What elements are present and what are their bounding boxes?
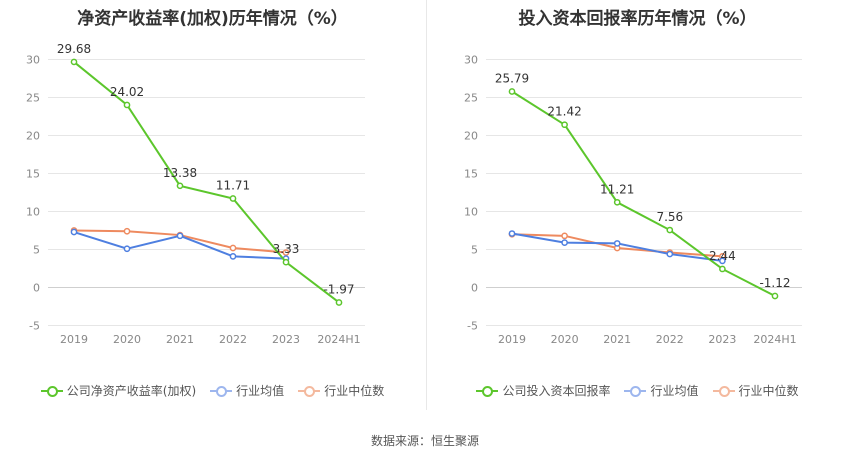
data-point-company xyxy=(561,121,568,129)
y-tick-label: 30 xyxy=(464,54,478,67)
y-tick-label: 0 xyxy=(33,282,40,295)
data-point-company xyxy=(123,101,131,109)
y-tick-label: 20 xyxy=(464,130,478,143)
data-label: -1.97 xyxy=(323,282,354,296)
x-tick-label: 2024H1 xyxy=(753,333,796,346)
data-label: 21.42 xyxy=(547,105,581,119)
y-tick-label: 15 xyxy=(464,168,478,181)
data-label: 3.33 xyxy=(273,242,300,256)
data-point-avg xyxy=(666,250,674,258)
y-tick-label: 5 xyxy=(33,244,40,257)
data-point-company xyxy=(282,258,290,266)
roic-chart-panel: 投入资本回报率历年情况（%） -5 0 5 10 15 20 25 30 2019 2020 202… xyxy=(425,0,850,420)
legend-item-avg[interactable]: 行业均值 xyxy=(624,382,699,399)
y-tick-label: 10 xyxy=(26,206,40,219)
x-tick-label: 2019 xyxy=(60,333,88,346)
roe-chart-svg: -5 0 5 10 15 20 25 30 2019 2020 2021 2022 2023 2024H1… xyxy=(26,42,365,346)
roe-chart-panel: 净资产收益率(加权)历年情况（%） -5 0 5 10 15 20 25 30 2019 2020… xyxy=(0,0,425,420)
data-point-company xyxy=(666,226,674,234)
chart-title: 投入资本回报率历年情况（%） xyxy=(518,9,757,29)
legend-item-company[interactable]: 公司净资产收益率(加权) xyxy=(40,382,197,399)
data-point-avg xyxy=(613,240,621,247)
data-point-company xyxy=(613,198,621,206)
data-point-avg xyxy=(123,245,131,253)
y-tick-label: 10 xyxy=(464,206,478,219)
legend-marker-company xyxy=(40,385,63,397)
data-label: 25.79 xyxy=(495,71,529,85)
data-label: 24.02 xyxy=(110,85,144,99)
data-point-company xyxy=(229,195,237,202)
data-point-median xyxy=(282,249,290,256)
x-tick-label: 2020 xyxy=(551,333,579,346)
x-tick-label: 2024H1 xyxy=(317,333,360,346)
y-tick-label: 5 xyxy=(471,244,478,257)
legend-marker-company xyxy=(476,385,499,397)
y-tick-label: -5 xyxy=(467,320,478,333)
legend-marker-median xyxy=(298,385,321,397)
data-point-avg xyxy=(229,252,237,260)
data-point-avg xyxy=(508,230,516,237)
data-label: 11.71 xyxy=(216,179,250,193)
x-tick-label: 2022 xyxy=(656,333,684,346)
legend-label-median: 行业中位数 xyxy=(738,384,799,398)
source-note: 数据来源：恒生聚源 xyxy=(370,434,479,448)
data-label: -1.12 xyxy=(759,276,790,290)
data-label: 13.38 xyxy=(163,166,197,180)
y-tick-label: 0 xyxy=(471,282,478,295)
roic-chart-svg: -5 0 5 10 15 20 25 30 2019 2020 2021 2022 2023 2024H1… xyxy=(464,54,802,346)
x-tick-label: 2021 xyxy=(603,333,631,346)
legend-item-median[interactable]: 行业中位数 xyxy=(712,382,799,399)
data-point-median xyxy=(229,244,237,252)
x-tick-label: 2022 xyxy=(219,333,247,346)
legend: 公司投入资本回报率 行业均值 行业中位数 xyxy=(425,382,850,399)
x-tick-label: 2019 xyxy=(498,333,526,346)
y-tick-label: 30 xyxy=(26,54,40,67)
legend: 公司净资产收益率(加权) 行业均值 行业中位数 xyxy=(0,382,425,399)
x-tick-label: 2023 xyxy=(272,333,300,346)
legend-item-median[interactable]: 行业中位数 xyxy=(298,382,384,399)
chart-title: 净资产收益率(加权)历年情况（%） xyxy=(77,9,348,29)
legend-label-median: 行业中位数 xyxy=(324,384,385,398)
data-point-company xyxy=(335,299,343,306)
y-tick-label: -5 xyxy=(29,320,40,333)
x-tick-label: 2020 xyxy=(113,333,141,346)
y-tick-label: 20 xyxy=(26,130,40,143)
data-point-company xyxy=(719,265,726,273)
x-tick-label: 2023 xyxy=(708,333,736,346)
data-point-avg xyxy=(176,232,184,240)
x-tick-label: 2021 xyxy=(166,333,194,346)
data-point-company xyxy=(70,58,78,66)
legend-marker-avg xyxy=(624,385,647,397)
legend-label-company: 公司投入资本回报率 xyxy=(502,384,611,398)
legend-marker-avg xyxy=(210,385,233,397)
y-tick-label: 25 xyxy=(26,92,40,105)
series-line-company xyxy=(511,90,776,297)
legend-marker-median xyxy=(712,385,735,397)
data-point-avg xyxy=(561,239,568,247)
series-line-company xyxy=(73,61,340,304)
data-point-company xyxy=(176,182,184,190)
data-label: 11.21 xyxy=(600,182,634,196)
data-label: 2.44 xyxy=(709,249,736,263)
data-point-avg xyxy=(70,228,78,236)
data-point-median xyxy=(123,227,131,235)
data-point-avg xyxy=(719,257,726,265)
legend-label-avg: 行业均值 xyxy=(650,384,699,398)
y-tick-label: 15 xyxy=(26,168,40,181)
legend-label-avg: 行业均值 xyxy=(236,384,285,398)
y-tick-label: 25 xyxy=(464,92,478,105)
legend-label-company: 公司净资产收益率(加权) xyxy=(66,384,197,398)
panel-divider xyxy=(426,0,427,410)
legend-item-avg[interactable]: 行业均值 xyxy=(210,382,284,399)
legend-item-company[interactable]: 公司投入资本回报率 xyxy=(476,382,610,399)
data-label: 7.56 xyxy=(656,210,683,224)
data-point-company xyxy=(771,292,779,300)
data-point-median xyxy=(561,232,568,240)
data-point-company xyxy=(508,88,516,95)
data-label: 29.68 xyxy=(57,42,91,56)
